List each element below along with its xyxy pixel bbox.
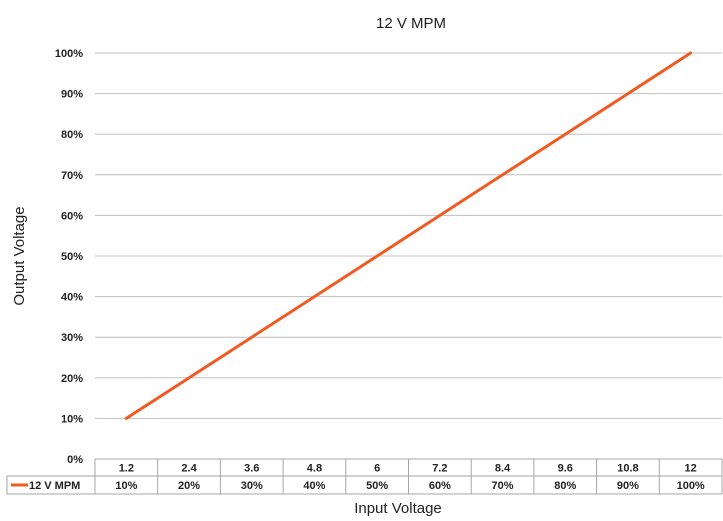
x-axis-title: Input Voltage [354,500,442,517]
gridlines [95,52,722,419]
data-label: 100% [677,480,705,492]
x-tick-label: 3.6 [244,463,259,475]
x-tick-label: 4.8 [307,463,322,475]
x-tick-label: 8.4 [495,463,511,475]
y-tick-label: 10% [61,413,83,425]
data-label: 40% [303,480,325,492]
y-axis-title: Output Voltage [11,206,28,305]
y-tick-label: 40% [61,292,83,304]
chart-title: 12 V MPM [376,15,446,32]
series-lines [124,51,693,420]
y-tick-label: 60% [61,210,83,222]
data-label: 80% [554,480,576,492]
x-tick-label: 10.8 [617,463,638,475]
y-tick-label: 100% [55,48,83,60]
data-label: 50% [366,480,388,492]
y-tick-label: 50% [61,251,83,263]
y-tick-label: 70% [61,170,83,182]
data-label: 10% [115,480,137,492]
y-tick-label: 90% [61,89,83,101]
y-axis-tick-labels: 0% 10% 20% 30% 40% 50% 60% 70% 80% 90% 100% [55,48,83,466]
data-label: 90% [617,480,639,492]
legend-label: 12 V MPM [29,480,80,492]
x-tick-label: 1.2 [119,463,134,475]
x-tick-label: 2.4 [181,463,197,475]
data-label: 20% [178,480,200,492]
data-table: 1.2 2.4 3.6 4.8 6 7.2 8.4 9.6 10.8 12 12 V MPM 10% 2… [6,458,723,495]
y-tick-label: 0% [67,454,83,466]
x-tick-label: 12 [685,463,697,475]
x-tick-label: 7.2 [432,463,447,475]
series-line [124,51,693,420]
data-label: 70% [492,480,514,492]
data-label: 60% [429,480,451,492]
y-tick-label: 20% [61,373,83,385]
x-tick-label: 9.6 [558,463,573,475]
y-tick-label: 30% [61,332,83,344]
data-label: 30% [241,480,263,492]
x-tick-label: 6 [374,463,380,475]
y-tick-label: 80% [61,129,83,141]
